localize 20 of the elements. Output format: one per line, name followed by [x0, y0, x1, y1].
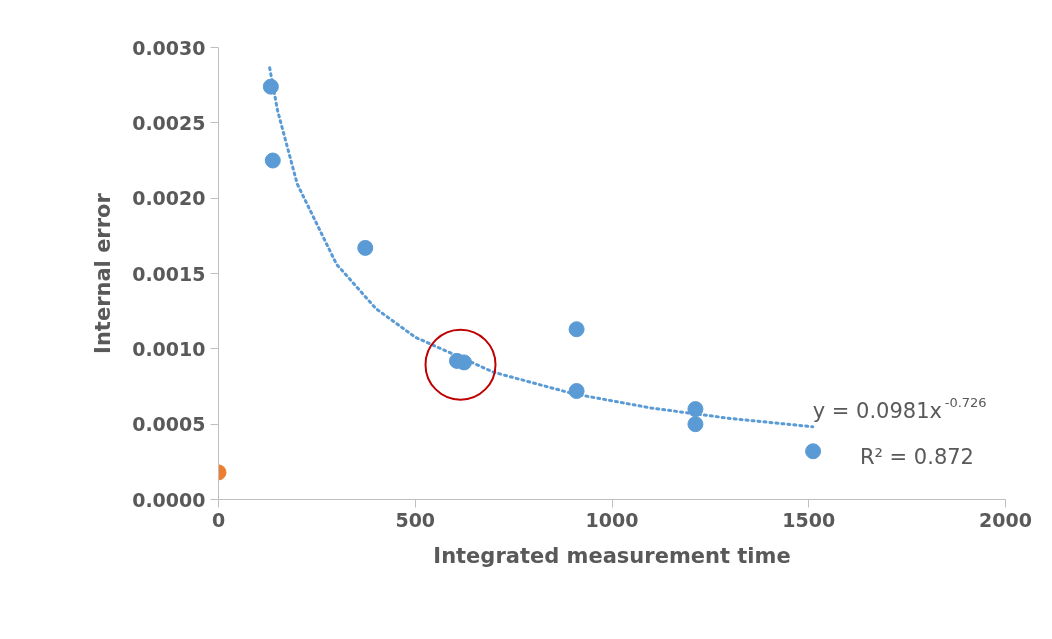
point	[805, 443, 822, 460]
x-tick-label: 2000	[979, 508, 1032, 531]
point	[687, 416, 704, 433]
y-tick-label: 0.0015	[132, 262, 206, 285]
x-axis-title: Integrated measurement time	[433, 543, 791, 568]
y-tick-label: 0.0000	[132, 488, 206, 511]
x-tick-label: 500	[395, 508, 436, 531]
x-tick-label: 1500	[782, 508, 836, 531]
y-axis-title: Internal error	[91, 192, 116, 354]
point	[568, 321, 585, 338]
annotation: R² = 0.872	[859, 444, 974, 469]
x-tick-label: 1000	[585, 508, 639, 531]
y-tick-label: 0.0010	[132, 337, 206, 360]
y-tick-label: 0.0005	[132, 413, 206, 436]
y-tick-label: 0.0030	[132, 36, 206, 59]
x-tick-label: 0	[211, 508, 226, 531]
y-tick-label: 0.0020	[132, 187, 206, 210]
point	[357, 239, 374, 256]
y-tick-label: 0.0025	[132, 111, 206, 134]
point	[264, 152, 281, 169]
